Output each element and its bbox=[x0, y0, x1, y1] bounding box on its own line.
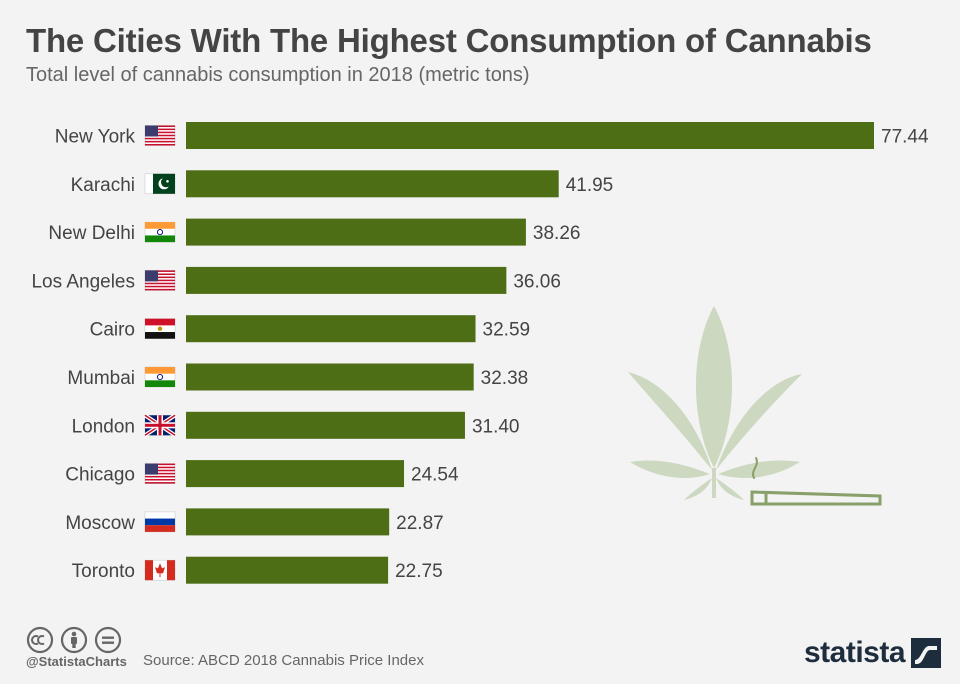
in-flag-icon bbox=[144, 366, 176, 388]
value-label-6: 31.40 bbox=[472, 416, 520, 437]
value-label-3: 36.06 bbox=[513, 271, 561, 292]
license-icons bbox=[26, 626, 122, 654]
nd-icon bbox=[94, 626, 122, 654]
category-label-1: Karachi bbox=[71, 175, 135, 196]
chart-title: The Cities With The Highest Consumption … bbox=[26, 22, 872, 59]
bar-9 bbox=[186, 556, 389, 584]
value-label-4: 32.59 bbox=[483, 320, 531, 341]
category-label-6: London bbox=[72, 416, 135, 437]
cc-icon bbox=[26, 626, 54, 654]
us-flag-icon bbox=[144, 270, 176, 291]
brand-name: statista bbox=[804, 636, 906, 669]
statista-logo-icon bbox=[911, 638, 942, 668]
category-label-7: Chicago bbox=[65, 465, 135, 486]
bar-4 bbox=[186, 315, 476, 343]
category-label-2: New Delhi bbox=[48, 223, 135, 244]
cannabis-illustration-icon bbox=[628, 306, 882, 506]
value-label-7: 24.54 bbox=[411, 465, 459, 486]
statista-handle: @StatistaCharts bbox=[26, 654, 127, 669]
by-icon bbox=[60, 626, 88, 654]
value-label-9: 22.75 bbox=[395, 561, 443, 582]
bar-7 bbox=[186, 460, 405, 488]
value-label-1: 41.95 bbox=[566, 175, 614, 196]
chart-subtitle: Total level of cannabis consumption in 2… bbox=[26, 64, 530, 86]
in-flag-icon bbox=[144, 221, 176, 243]
category-label-9: Toronto bbox=[72, 561, 135, 582]
bar-5 bbox=[186, 363, 474, 391]
source-note: Source: ABCD 2018 Cannabis Price Index bbox=[143, 652, 424, 669]
us-flag-icon bbox=[144, 125, 176, 146]
category-label-0: New York bbox=[55, 127, 136, 148]
value-label-0: 77.44 bbox=[881, 127, 929, 148]
bar-8 bbox=[186, 508, 390, 536]
category-label-8: Moscow bbox=[65, 513, 135, 534]
category-label-5: Mumbai bbox=[67, 368, 135, 389]
value-label-5: 32.38 bbox=[481, 368, 529, 389]
bar-2 bbox=[186, 218, 526, 246]
us-flag-icon bbox=[144, 463, 176, 484]
category-label-3: Los Angeles bbox=[31, 271, 135, 292]
bar-1 bbox=[186, 170, 559, 198]
statista-brand[interactable]: statista bbox=[804, 636, 942, 669]
ca-flag-icon bbox=[144, 559, 176, 581]
ru-flag-icon bbox=[144, 511, 176, 533]
value-label-2: 38.26 bbox=[533, 223, 581, 244]
gb-flag-icon bbox=[143, 413, 177, 437]
value-label-8: 22.87 bbox=[396, 513, 444, 534]
bar-0 bbox=[186, 122, 874, 149]
eg-flag-icon bbox=[144, 318, 176, 340]
bar-6 bbox=[186, 411, 465, 439]
category-label-4: Cairo bbox=[90, 320, 135, 341]
pk-flag-icon bbox=[144, 173, 176, 195]
bar-3 bbox=[186, 266, 507, 294]
